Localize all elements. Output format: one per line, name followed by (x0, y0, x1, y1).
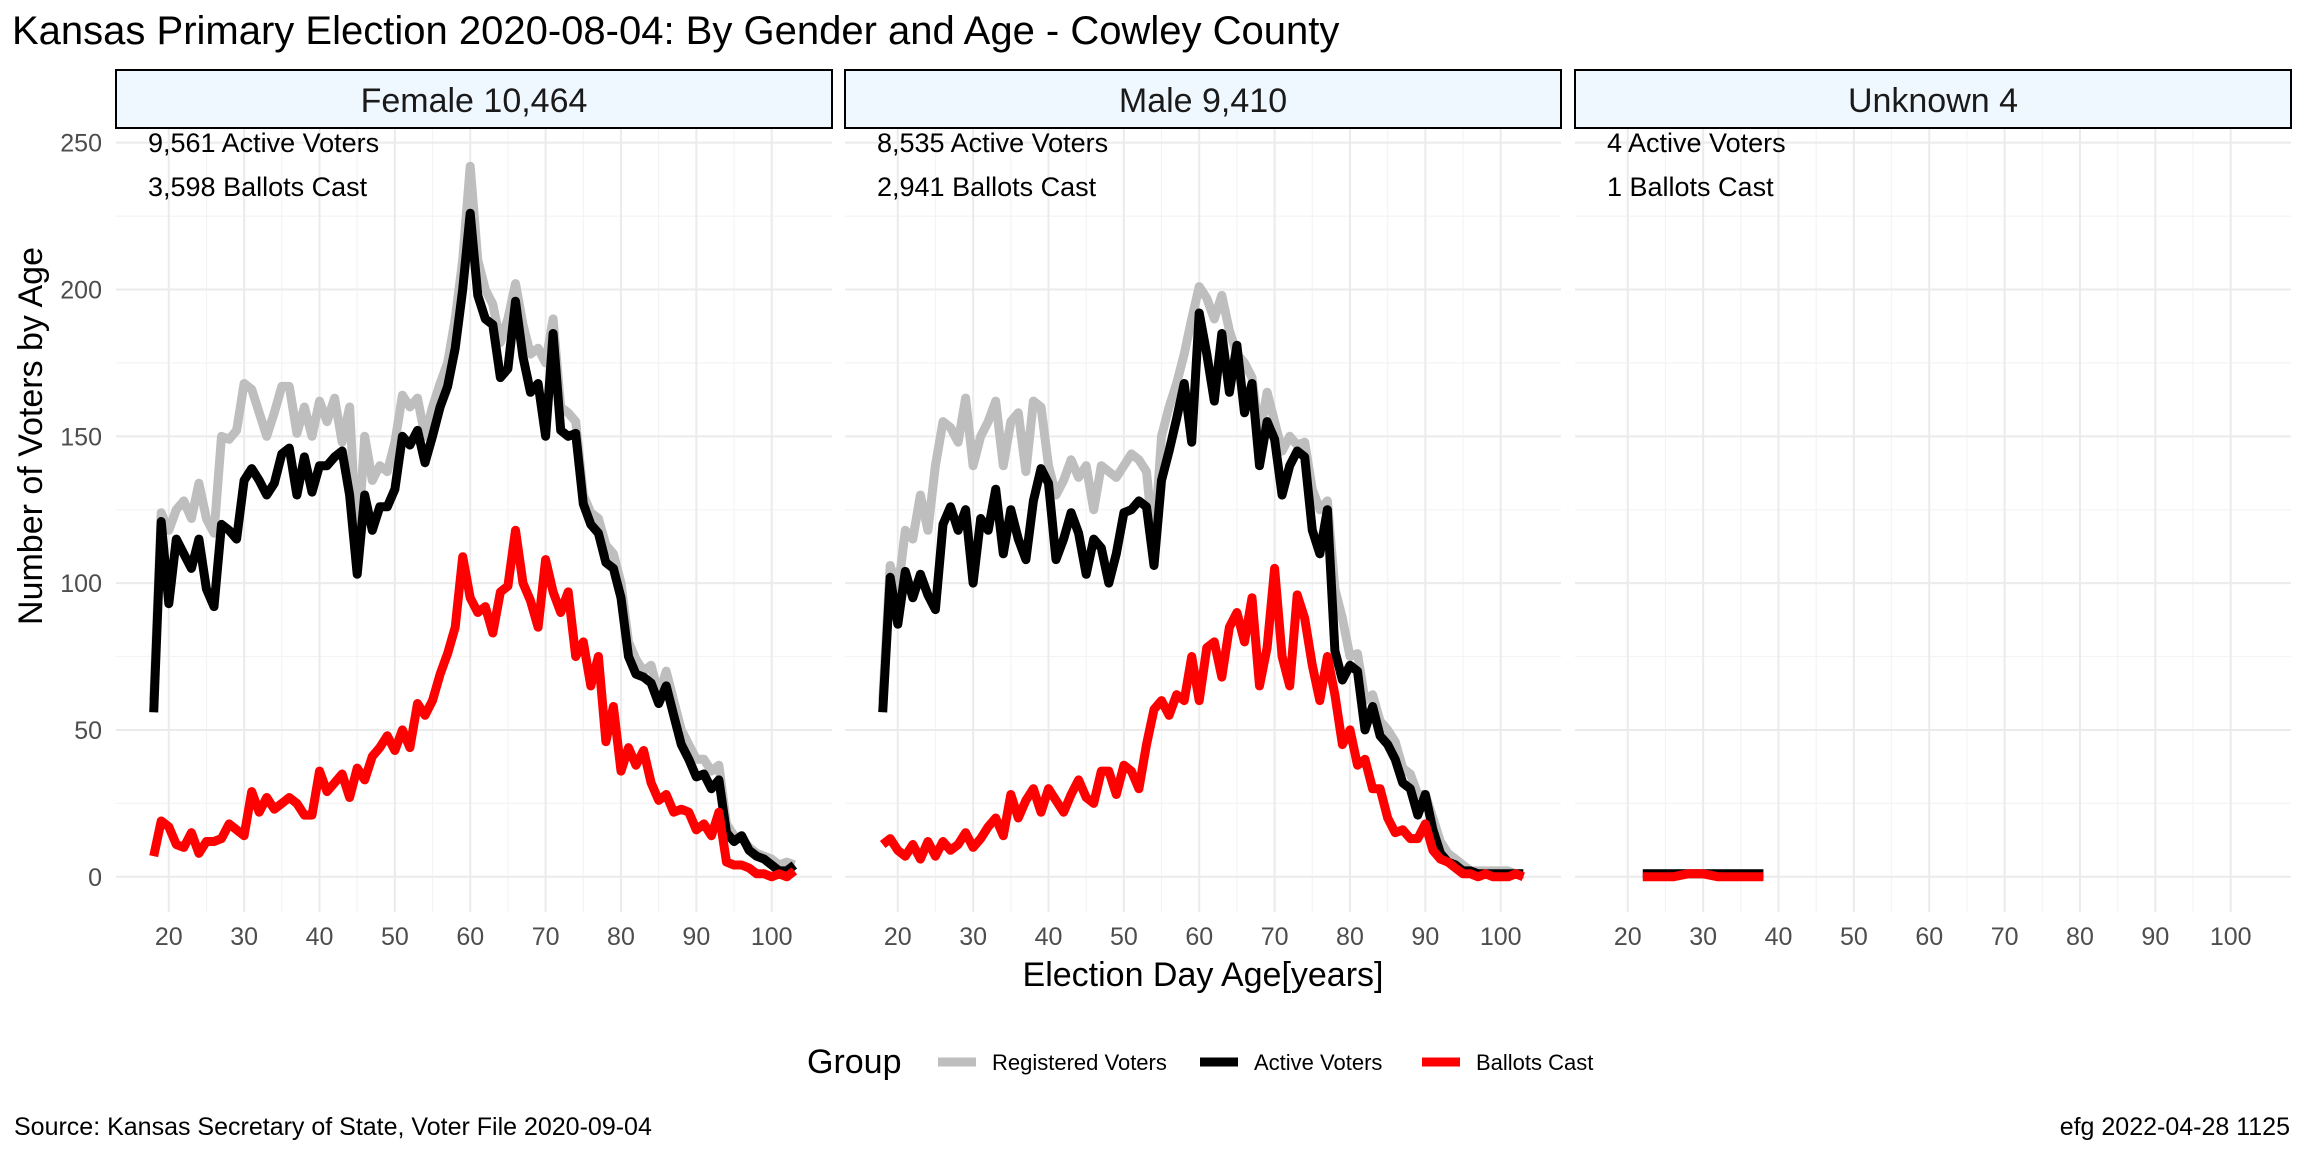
x-axis-title: Election Day Age[years] (1023, 956, 1384, 994)
x-tick-label: 60 (1185, 923, 1213, 951)
x-tick-label: 100 (2210, 923, 2252, 951)
y-tick-label: 150 (60, 423, 102, 451)
x-tick-label: 90 (2141, 923, 2169, 951)
x-tick-label: 80 (1336, 923, 1364, 951)
x-tick-label: 80 (607, 923, 635, 951)
facet-panels: Female 10,464 20 30 40 50 60 70 80 90 100 0 50 100 15… (60, 69, 2292, 951)
series-line-ballots-cast (149, 525, 798, 882)
series-line-ballots-cast (1642, 869, 1764, 882)
series-line-active-voters (878, 308, 1524, 879)
facet-strip (844, 69, 1562, 129)
x-tick-label: 20 (1614, 923, 1642, 951)
y-tick-label: 100 (60, 570, 102, 598)
series-line-registered-voters (878, 282, 1524, 879)
x-tick-label: 80 (2066, 923, 2094, 951)
y-tick-label: 200 (60, 276, 102, 304)
x-tick-label: 70 (1991, 923, 2019, 951)
facet-strip-label: Male 9,410 (1119, 82, 1287, 120)
panel-annotation: 1 Ballots Cast (1607, 172, 1774, 202)
x-tick-label: 60 (1915, 923, 1943, 951)
series-line-ballots-cast (879, 563, 1525, 882)
x-tick-label: 90 (682, 923, 710, 951)
facet-panel-3: Unknown 4 20 30 40 50 60 70 80 90 100 4 Active Vot… (1574, 69, 2292, 951)
x-tick-label: 70 (532, 923, 560, 951)
x-tick-label: 70 (1261, 923, 1289, 951)
x-tick-label: 60 (456, 923, 484, 951)
credit-caption: efg 2022-04-28 1125 (2060, 1113, 2290, 1141)
source-caption: Source: Kansas Secretary of State, Voter… (14, 1113, 652, 1141)
legend: Group Registered Voters Active Voters Ball… (807, 1043, 1593, 1081)
y-axis-title: Number of Voters by Age (12, 247, 50, 625)
legend-title: Group (807, 1043, 902, 1081)
x-tick-label: 40 (306, 923, 334, 951)
panel-annotation: 4 Active Voters (1607, 128, 1786, 158)
facet-panel-1: Female 10,464 20 30 40 50 60 70 80 90 100 0 50 100 15… (60, 69, 833, 951)
x-tick-label: 40 (1035, 923, 1063, 951)
x-tick-label: 20 (155, 923, 183, 951)
x-tick-label: 20 (884, 923, 912, 951)
facet-strip-label: Female 10,464 (361, 82, 588, 120)
legend-label: Ballots Cast (1476, 1050, 1593, 1075)
x-tick-label: 100 (1480, 923, 1522, 951)
y-tick-label: 0 (88, 864, 102, 892)
panel-annotation: 3,598 Ballots Cast (148, 172, 368, 202)
series-line-active-voters (149, 208, 798, 876)
facet-strip (1574, 69, 2292, 129)
legend-label: Registered Voters (992, 1050, 1167, 1075)
x-tick-label: 30 (230, 923, 258, 951)
y-tick-label: 250 (60, 130, 102, 158)
x-tick-label: 50 (381, 923, 409, 951)
x-tick-label: 30 (1689, 923, 1717, 951)
y-tick-label: 50 (74, 717, 102, 745)
facet-strip-label: Unknown 4 (1848, 82, 2018, 120)
x-tick-label: 50 (1840, 923, 1868, 951)
facet-strip (115, 69, 833, 129)
facet-panel-2: Male 9,410 20 30 40 50 60 70 80 90 100 8,535 Activ… (844, 69, 1562, 951)
x-tick-label: 30 (959, 923, 987, 951)
x-tick-label: 90 (1411, 923, 1439, 951)
chart-title: Kansas Primary Election 2020-08-04: By G… (12, 9, 1339, 53)
x-tick-label: 100 (751, 923, 793, 951)
x-tick-label: 50 (1110, 923, 1138, 951)
legend-label: Active Voters (1254, 1050, 1382, 1075)
panel-annotation: 9,561 Active Voters (148, 128, 379, 158)
panel-annotation: 8,535 Active Voters (877, 128, 1108, 158)
x-tick-label: 40 (1765, 923, 1793, 951)
panel-annotation: 2,941 Ballots Cast (877, 172, 1097, 202)
